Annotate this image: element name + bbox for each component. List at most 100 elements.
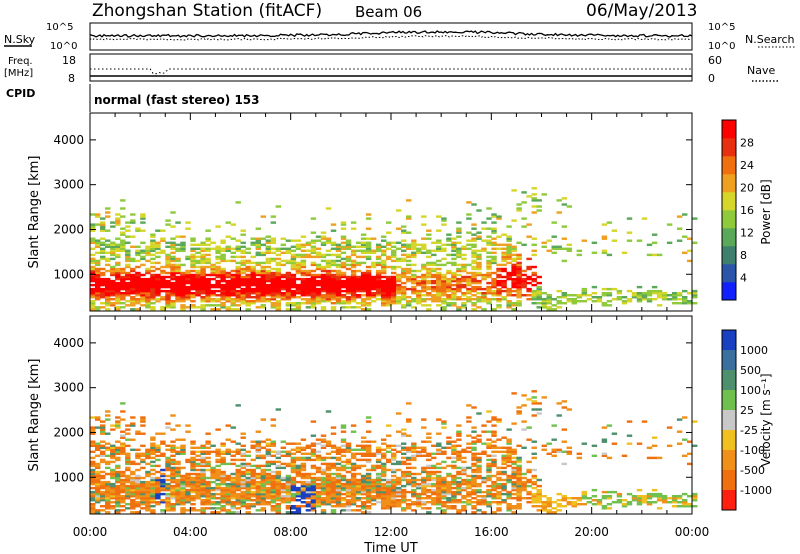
velocity-cell: [486, 478, 492, 482]
power-cell: [230, 302, 236, 305]
velocity-cell: [456, 490, 462, 494]
velocity-cell: [561, 440, 568, 443]
velocity-cell: [386, 480, 392, 484]
velocity-cell: [471, 488, 477, 492]
velocity-cell: [110, 444, 116, 448]
velocity-cell: [90, 503, 96, 506]
velocity-cell: [130, 492, 136, 496]
velocity-cell: [516, 472, 522, 476]
power-cell: [396, 296, 402, 299]
power-cell: [481, 273, 487, 277]
power-cell: [330, 275, 337, 279]
velocity-cell: [391, 456, 397, 460]
power-cell: [406, 304, 412, 307]
velocity-cell: [240, 464, 246, 468]
power-cell: [200, 298, 206, 301]
power-cell: [436, 300, 442, 303]
velocity-cell: [451, 497, 457, 500]
power-cell: [330, 269, 337, 273]
power-cell: [651, 292, 658, 295]
power-cell: [260, 215, 267, 218]
velocity-cell: [265, 488, 272, 492]
power-cell: [300, 277, 307, 281]
power-cell: [345, 239, 352, 242]
velocity-cell: [516, 464, 522, 468]
power-cell: [145, 285, 151, 289]
velocity-cell: [406, 470, 412, 474]
power-cell: [265, 247, 272, 251]
velocity-cell: [516, 490, 522, 494]
power-cell: [571, 298, 578, 301]
power-cell: [421, 294, 427, 297]
velocity-cell: [115, 440, 121, 443]
power-cell: [300, 249, 307, 253]
velocity-cell: [220, 474, 226, 478]
power-cell: [491, 255, 497, 259]
velocity-cell: [416, 482, 422, 486]
velocity-cell: [481, 480, 487, 484]
velocity-cell: [496, 418, 502, 421]
power-cell: [476, 237, 482, 240]
power-cell: [125, 273, 131, 277]
power-cell: [235, 269, 241, 273]
power-cell: [441, 223, 447, 226]
velocity-cell: [370, 486, 377, 490]
velocity-cell: [426, 511, 432, 514]
velocity-cell: [260, 492, 267, 496]
power-cell: [516, 294, 522, 297]
velocity-cell: [255, 440, 262, 443]
velocity-cell: [441, 422, 447, 425]
velocity-cell: [240, 482, 246, 486]
velocity-cell: [601, 440, 608, 443]
velocity-cell: [386, 505, 392, 508]
power-cell: [411, 287, 417, 291]
colorbar-tick-label: 4: [740, 272, 747, 285]
velocity-cell: [496, 503, 502, 506]
power-cell: [526, 298, 532, 301]
power-cell: [300, 261, 307, 265]
velocity-cell: [330, 505, 337, 508]
velocity-cell: [320, 446, 327, 450]
power-cell: [501, 233, 507, 236]
velocity-cell: [170, 468, 176, 472]
velocity-cell: [190, 456, 196, 460]
power-cell: [461, 265, 467, 269]
velocity-cell: [205, 492, 211, 496]
power-cell: [335, 269, 342, 273]
power-cell: [516, 304, 522, 307]
velocity-cell: [486, 488, 492, 492]
power-cell: [220, 287, 226, 291]
velocity-cell: [120, 430, 126, 433]
velocity-cell: [431, 478, 437, 482]
power-cell: [401, 267, 407, 271]
velocity-cell: [145, 472, 151, 476]
power-cell: [461, 294, 467, 297]
velocity-cell: [441, 484, 447, 488]
velocity-cell: [300, 464, 307, 468]
power-cell: [170, 275, 176, 279]
power-cell: [651, 253, 658, 257]
velocity-cell: [120, 446, 126, 450]
power-cell: [140, 300, 146, 303]
power-cell: [220, 302, 226, 305]
velocity-cell: [245, 486, 251, 490]
power-cell: [511, 245, 517, 249]
velocity-cell: [421, 440, 427, 443]
velocity-cell: [325, 480, 332, 484]
velocity-cell: [225, 484, 231, 488]
power-cell: [220, 292, 226, 295]
power-cell: [526, 277, 532, 281]
velocity-cell: [155, 482, 161, 486]
power-cell: [185, 289, 191, 293]
power-cell: [145, 298, 151, 301]
velocity-cell: [110, 474, 116, 478]
power-cell: [240, 296, 246, 299]
power-cell: [596, 296, 603, 299]
velocity-cell: [471, 511, 477, 514]
power-cell: [115, 243, 121, 247]
power-cell: [110, 292, 116, 295]
velocity-cell: [285, 505, 292, 508]
velocity-cell: [656, 497, 663, 500]
velocity-cell: [90, 468, 96, 472]
velocity-cell: [290, 466, 297, 470]
